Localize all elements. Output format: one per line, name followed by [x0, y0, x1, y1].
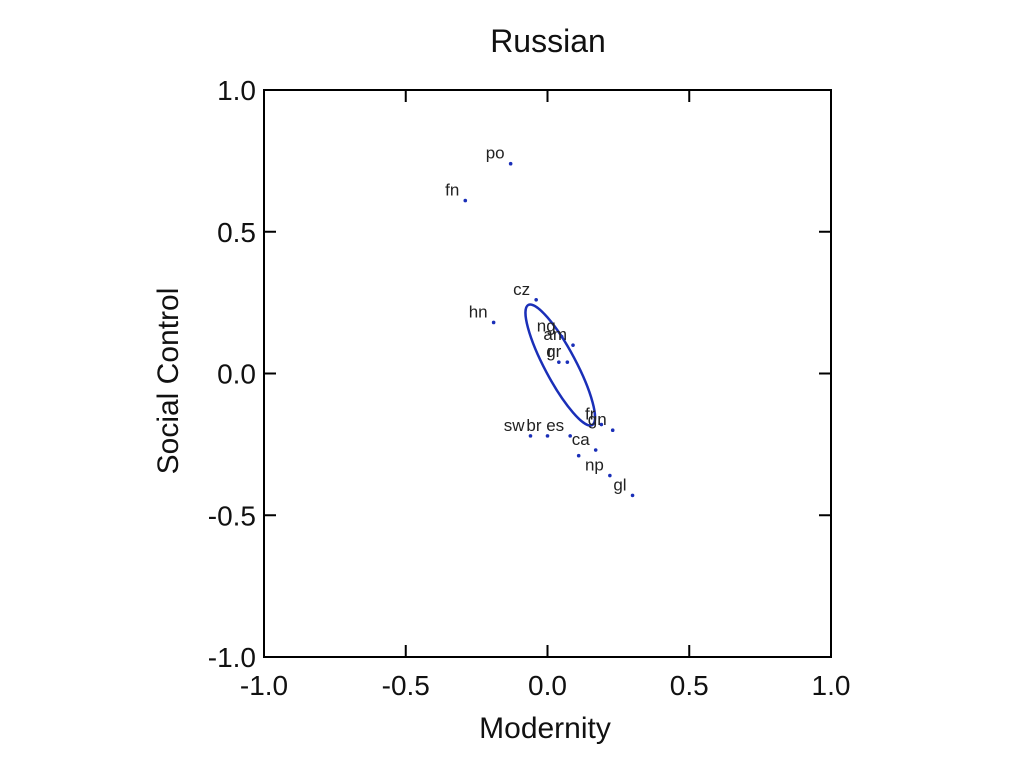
x-tick-label: 0.5: [670, 670, 709, 701]
data-point: [528, 434, 533, 438]
data-point: [593, 448, 598, 452]
data-point: [630, 493, 635, 498]
data-point: [576, 453, 581, 458]
y-tick-label: 0.0: [217, 359, 256, 390]
point-label: sw: [504, 416, 526, 435]
point-label: cz: [513, 280, 530, 299]
point-label: po: [486, 144, 505, 163]
data-point: [599, 422, 604, 427]
x-tick-label: 0.0: [528, 670, 567, 701]
y-tick-label: -0.5: [208, 500, 256, 531]
point-label: am: [543, 325, 567, 344]
data-point: [545, 434, 550, 438]
point-label: fn: [445, 181, 459, 200]
data-point: [491, 320, 496, 325]
point-label: hn: [469, 302, 488, 321]
x-tick-label: -0.5: [382, 670, 430, 701]
data-point: [565, 360, 570, 364]
data-point: [568, 434, 572, 438]
data-point: [610, 428, 615, 433]
confidence-ellipse: [524, 303, 597, 427]
confidence-ellipse-layer: [524, 303, 597, 427]
point-label: ng: [537, 317, 556, 336]
y-axis-label: Social Control: [152, 288, 185, 475]
point-label: gr: [546, 342, 561, 361]
point-label: ca: [572, 430, 591, 449]
data-point: [463, 198, 468, 203]
point-label: br: [526, 416, 541, 435]
y-tick-label: 1.0: [217, 75, 256, 106]
chart-title: Russian: [490, 23, 606, 59]
data-point: [571, 343, 575, 347]
y-tick-label: -1.0: [208, 642, 256, 673]
x-tick-label: 1.0: [812, 670, 851, 701]
data-point: [534, 297, 538, 302]
data-point: [559, 334, 564, 339]
point-label: r: [547, 342, 553, 361]
x-axis-label: Modernity: [479, 712, 611, 745]
data-point: [557, 360, 561, 364]
data-point: [508, 161, 513, 166]
point-label: gn: [588, 410, 607, 429]
point-label: fr: [585, 405, 596, 424]
y-tick-label: 0.5: [217, 217, 256, 248]
point-label: np: [585, 456, 604, 475]
x-tick-label: -1.0: [240, 670, 288, 701]
axis-ticks: -1.0 -0.5 0.0 0.5 1.0 -1.0 -0.5 0.0 0.5 1.0: [208, 75, 851, 701]
point-label: es: [546, 416, 564, 435]
point-label: gl: [613, 475, 626, 494]
data-point: [608, 473, 612, 478]
